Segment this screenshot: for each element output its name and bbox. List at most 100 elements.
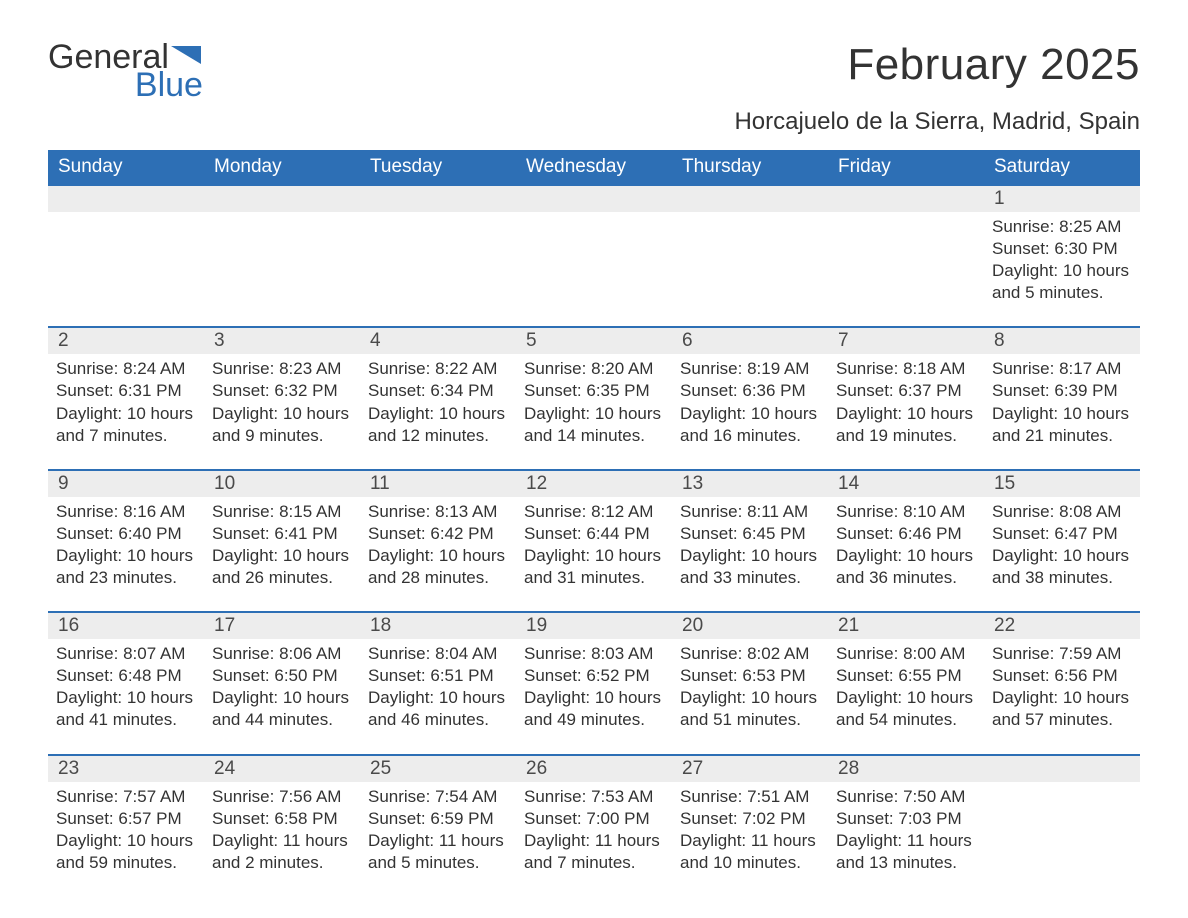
daylight-text: Daylight: 10 hours and 41 minutes.: [56, 687, 198, 731]
daylight-text: Daylight: 10 hours and 5 minutes.: [992, 260, 1134, 304]
daylight-text: Daylight: 10 hours and 7 minutes.: [56, 403, 198, 447]
day-number-row: 23: [48, 756, 204, 782]
sunset-text: Sunset: 6:34 PM: [368, 380, 510, 402]
weekday-header-row: Sunday Monday Tuesday Wednesday Thursday…: [48, 150, 1140, 186]
day-number-row: 11: [360, 471, 516, 497]
sunset-text: Sunset: 6:36 PM: [680, 380, 822, 402]
sunset-text: Sunset: 6:31 PM: [56, 380, 198, 402]
day-number-row: .: [984, 756, 1140, 782]
weekday-header: Friday: [828, 150, 984, 186]
day-number-row: .: [672, 186, 828, 212]
day-number: 21: [832, 615, 980, 637]
day-body: Sunrise: 8:04 AMSunset: 6:51 PMDaylight:…: [366, 643, 510, 731]
day-body: Sunrise: 8:00 AMSunset: 6:55 PMDaylight:…: [834, 643, 978, 731]
sunset-text: Sunset: 6:35 PM: [524, 380, 666, 402]
logo-text-blue: Blue: [135, 68, 203, 102]
daylight-text: Daylight: 10 hours and 31 minutes.: [524, 545, 666, 589]
daylight-text: Daylight: 10 hours and 26 minutes.: [212, 545, 354, 589]
day-body: Sunrise: 8:18 AMSunset: 6:37 PMDaylight:…: [834, 358, 978, 446]
day-number: 13: [676, 473, 824, 495]
day-cell: 16Sunrise: 8:07 AMSunset: 6:48 PMDayligh…: [48, 613, 204, 731]
day-number-row: .: [360, 186, 516, 212]
day-body: Sunrise: 7:50 AMSunset: 7:03 PMDaylight:…: [834, 786, 978, 874]
week-row: ......1Sunrise: 8:25 AMSunset: 6:30 PMDa…: [48, 186, 1140, 304]
day-number-row: 20: [672, 613, 828, 639]
day-body: Sunrise: 8:16 AMSunset: 6:40 PMDaylight:…: [54, 501, 198, 589]
sunrise-text: Sunrise: 7:57 AM: [56, 786, 198, 808]
day-body: Sunrise: 8:06 AMSunset: 6:50 PMDaylight:…: [210, 643, 354, 731]
day-number: 26: [520, 758, 668, 780]
sunrise-text: Sunrise: 7:50 AM: [836, 786, 978, 808]
sunrise-text: Sunrise: 8:23 AM: [212, 358, 354, 380]
day-number: 4: [364, 330, 512, 352]
day-number: 20: [676, 615, 824, 637]
day-cell: .: [984, 756, 1140, 874]
page-title: February 2025: [734, 40, 1140, 90]
sunrise-text: Sunrise: 8:20 AM: [524, 358, 666, 380]
day-body: Sunrise: 7:53 AMSunset: 7:00 PMDaylight:…: [522, 786, 666, 874]
sunrise-text: Sunrise: 7:53 AM: [524, 786, 666, 808]
daylight-text: Daylight: 11 hours and 13 minutes.: [836, 830, 978, 874]
sunrise-text: Sunrise: 8:00 AM: [836, 643, 978, 665]
daylight-text: Daylight: 10 hours and 51 minutes.: [680, 687, 822, 731]
location-subtitle: Horcajuelo de la Sierra, Madrid, Spain: [734, 108, 1140, 136]
day-number-row: 22: [984, 613, 1140, 639]
day-number: 16: [52, 615, 200, 637]
day-cell: .: [672, 186, 828, 304]
day-cell: 25Sunrise: 7:54 AMSunset: 6:59 PMDayligh…: [360, 756, 516, 874]
day-cell: 15Sunrise: 8:08 AMSunset: 6:47 PMDayligh…: [984, 471, 1140, 589]
day-cell: .: [516, 186, 672, 304]
weekday-header: Tuesday: [360, 150, 516, 186]
day-cell: .: [48, 186, 204, 304]
day-cell: .: [828, 186, 984, 304]
day-cell: 27 Sunrise: 7:51 AMSunset: 7:02 PMDayligh…: [672, 756, 828, 874]
day-cell: 26 Sunrise: 7:53 AMSunset: 7:00 PMDayligh…: [516, 756, 672, 874]
day-number-row: 26: [516, 756, 672, 782]
sunrise-text: Sunrise: 8:17 AM: [992, 358, 1134, 380]
day-body: Sunrise: 7:51 AMSunset: 7:02 PMDaylight:…: [678, 786, 822, 874]
day-number: 15: [988, 473, 1136, 495]
day-number: 5: [520, 330, 668, 352]
day-number: 27: [676, 758, 824, 780]
header: General Blue February 2025 Horcajuelo de…: [48, 40, 1140, 146]
day-body: Sunrise: 8:11 AMSunset: 6:45 PMDaylight:…: [678, 501, 822, 589]
day-number-row: .: [204, 186, 360, 212]
day-cell: 10Sunrise: 8:15 AMSunset: 6:41 PMDayligh…: [204, 471, 360, 589]
sunrise-text: Sunrise: 8:04 AM: [368, 643, 510, 665]
daylight-text: Daylight: 10 hours and 19 minutes.: [836, 403, 978, 447]
sunrise-text: Sunrise: 8:03 AM: [524, 643, 666, 665]
daylight-text: Daylight: 10 hours and 46 minutes.: [368, 687, 510, 731]
sunset-text: Sunset: 7:00 PM: [524, 808, 666, 830]
sunrise-text: Sunrise: 8:02 AM: [680, 643, 822, 665]
sunset-text: Sunset: 6:40 PM: [56, 523, 198, 545]
day-cell: 1Sunrise: 8:25 AMSunset: 6:30 PMDaylight…: [984, 186, 1140, 304]
sunrise-text: Sunrise: 8:24 AM: [56, 358, 198, 380]
sunset-text: Sunset: 6:59 PM: [368, 808, 510, 830]
day-number: 28: [832, 758, 980, 780]
sunset-text: Sunset: 6:46 PM: [836, 523, 978, 545]
daylight-text: Daylight: 11 hours and 2 minutes.: [212, 830, 354, 874]
sunset-text: Sunset: 7:03 PM: [836, 808, 978, 830]
daylight-text: Daylight: 10 hours and 21 minutes.: [992, 403, 1134, 447]
day-body: Sunrise: 8:19 AMSunset: 6:36 PMDaylight:…: [678, 358, 822, 446]
day-number-row: 13: [672, 471, 828, 497]
day-number: 11: [364, 473, 512, 495]
daylight-text: Daylight: 10 hours and 14 minutes.: [524, 403, 666, 447]
week-row: 2Sunrise: 8:24 AMSunset: 6:31 PMDaylight…: [48, 326, 1140, 446]
day-cell: 17Sunrise: 8:06 AMSunset: 6:50 PMDayligh…: [204, 613, 360, 731]
day-number: 10: [208, 473, 356, 495]
sunrise-text: Sunrise: 7:51 AM: [680, 786, 822, 808]
sunset-text: Sunset: 6:45 PM: [680, 523, 822, 545]
weeks-container: ......1Sunrise: 8:25 AMSunset: 6:30 PMDa…: [48, 186, 1140, 874]
day-body: Sunrise: 8:22 AMSunset: 6:34 PMDaylight:…: [366, 358, 510, 446]
day-cell: 18Sunrise: 8:04 AMSunset: 6:51 PMDayligh…: [360, 613, 516, 731]
daylight-text: Daylight: 10 hours and 9 minutes.: [212, 403, 354, 447]
sunrise-text: Sunrise: 8:07 AM: [56, 643, 198, 665]
sunrise-text: Sunrise: 8:18 AM: [836, 358, 978, 380]
sunset-text: Sunset: 6:44 PM: [524, 523, 666, 545]
day-number-row: 2: [48, 328, 204, 354]
day-body: Sunrise: 8:23 AMSunset: 6:32 PMDaylight:…: [210, 358, 354, 446]
day-cell: 4 Sunrise: 8:22 AMSunset: 6:34 PMDaylight…: [360, 328, 516, 446]
sunrise-text: Sunrise: 8:06 AM: [212, 643, 354, 665]
sunset-text: Sunset: 6:30 PM: [992, 238, 1134, 260]
